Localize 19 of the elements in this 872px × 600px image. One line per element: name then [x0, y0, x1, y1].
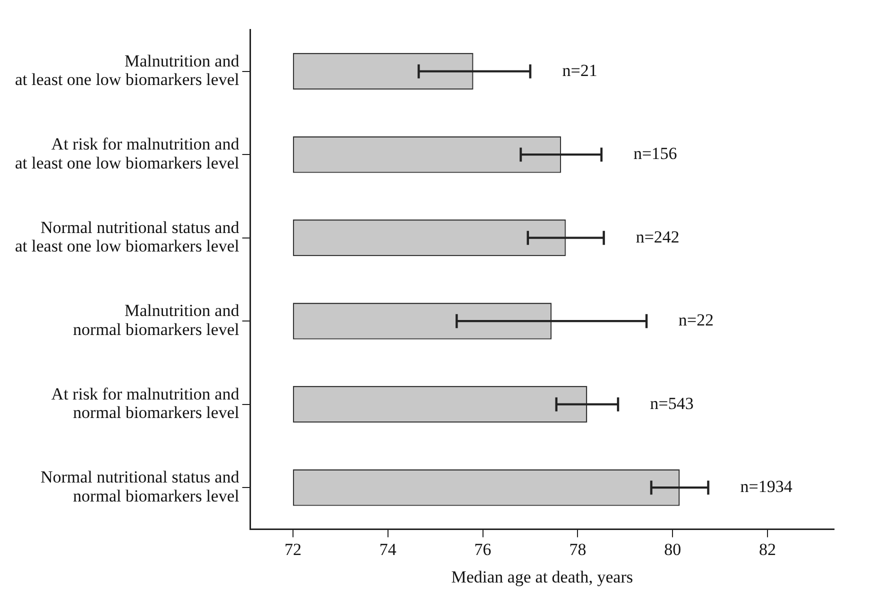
x-tick-label: 82 — [759, 540, 776, 559]
y-tick-label: Malnutrition and at least one low biomarkers level — [14, 51, 240, 90]
annotation: n=21 — [562, 60, 598, 80]
x-tick-label: 74 — [379, 540, 397, 559]
x-axis-title: Median age at death, years — [451, 567, 633, 586]
annotation: n=156 — [633, 144, 678, 164]
y-tick-label: Malnutrition and normal biomarkers level — [73, 301, 240, 339]
x-tick-label: 78 — [569, 540, 586, 559]
y-tick-label: At risk for malnutrition and at least one low biomarkers level — [14, 134, 240, 172]
annotation: n=543 — [650, 394, 694, 413]
y-tick-label: At risk for malnutrition and normal biomarkers level — [51, 384, 240, 422]
x-tick-label: 76 — [474, 540, 492, 559]
annotation: n=22 — [678, 310, 714, 330]
annotation: n=242 — [636, 227, 680, 246]
y-tick-label: Normal nutritional status and normal biomarkers level — [40, 468, 240, 506]
annotation: n=1934 — [740, 477, 793, 496]
x-tick-label: 72 — [284, 540, 302, 559]
y-tick-label: Normal nutritional status and at least one low biomarkers level — [14, 218, 240, 256]
x-tick-label: 80 — [664, 540, 682, 559]
